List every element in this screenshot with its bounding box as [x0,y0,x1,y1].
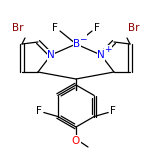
Text: −: − [79,35,87,43]
Text: F: F [94,23,100,33]
Text: Br: Br [12,23,24,33]
Text: F: F [36,105,42,116]
Text: F: F [110,105,116,116]
Text: B: B [73,39,81,49]
Text: N: N [97,50,105,60]
Text: O: O [72,136,80,146]
Text: Br: Br [128,23,140,33]
Text: +: + [104,45,112,55]
Text: N: N [47,50,55,60]
Text: F: F [52,23,58,33]
